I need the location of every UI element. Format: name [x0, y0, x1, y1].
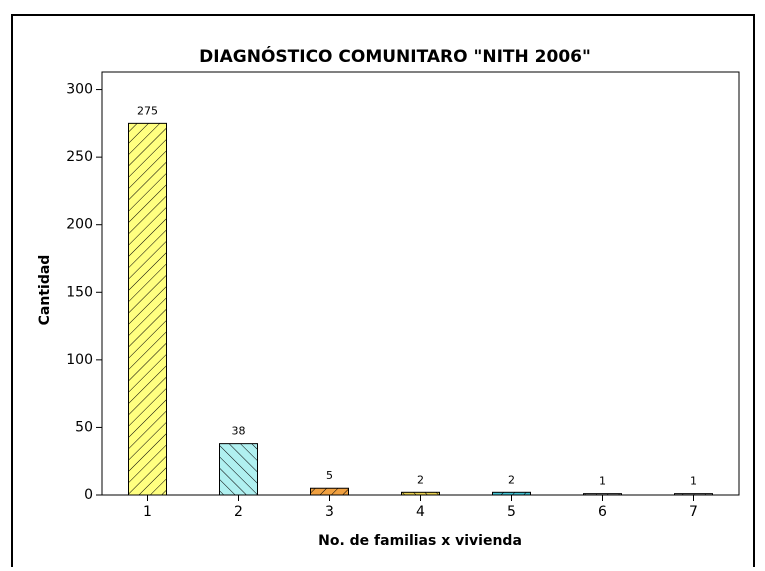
bar: [583, 493, 622, 496]
bar: [674, 493, 713, 496]
y-tick-label: 0: [84, 487, 93, 503]
value-label: 2: [417, 473, 424, 486]
x-tick-label: 2: [234, 504, 243, 520]
y-tick-label: 300: [66, 82, 93, 98]
value-label: 2: [508, 473, 515, 486]
bar: [401, 491, 440, 496]
x-tick-label: 5: [507, 504, 516, 520]
y-tick-label: 100: [66, 352, 93, 368]
x-tick-label: 3: [325, 504, 334, 520]
value-label: 38: [232, 425, 246, 438]
y-tick-label: 200: [66, 217, 93, 233]
y-tick-label: 250: [66, 149, 93, 165]
bar: [492, 491, 531, 496]
bar: [219, 443, 258, 496]
y-tick-label: 150: [66, 284, 93, 300]
value-label: 275: [137, 104, 158, 117]
chart-title: DIAGNÓSTICO COMUNITARO "NITH 2006": [199, 45, 591, 67]
value-label: 5: [326, 469, 333, 482]
bar: [310, 487, 349, 496]
y-tick-label: 50: [75, 419, 93, 435]
y-axis-label: Cantidad: [37, 255, 53, 326]
x-tick-label: 7: [689, 504, 698, 520]
value-label: 1: [690, 475, 697, 488]
x-tick-label: 1: [143, 504, 152, 520]
x-axis-label: No. de familias x vivienda: [318, 533, 522, 549]
chart-frame: [11, 14, 755, 571]
x-tick-label: 4: [416, 504, 425, 520]
bar: [128, 122, 167, 496]
value-label: 1: [599, 475, 606, 488]
x-tick-label: 6: [598, 504, 607, 520]
